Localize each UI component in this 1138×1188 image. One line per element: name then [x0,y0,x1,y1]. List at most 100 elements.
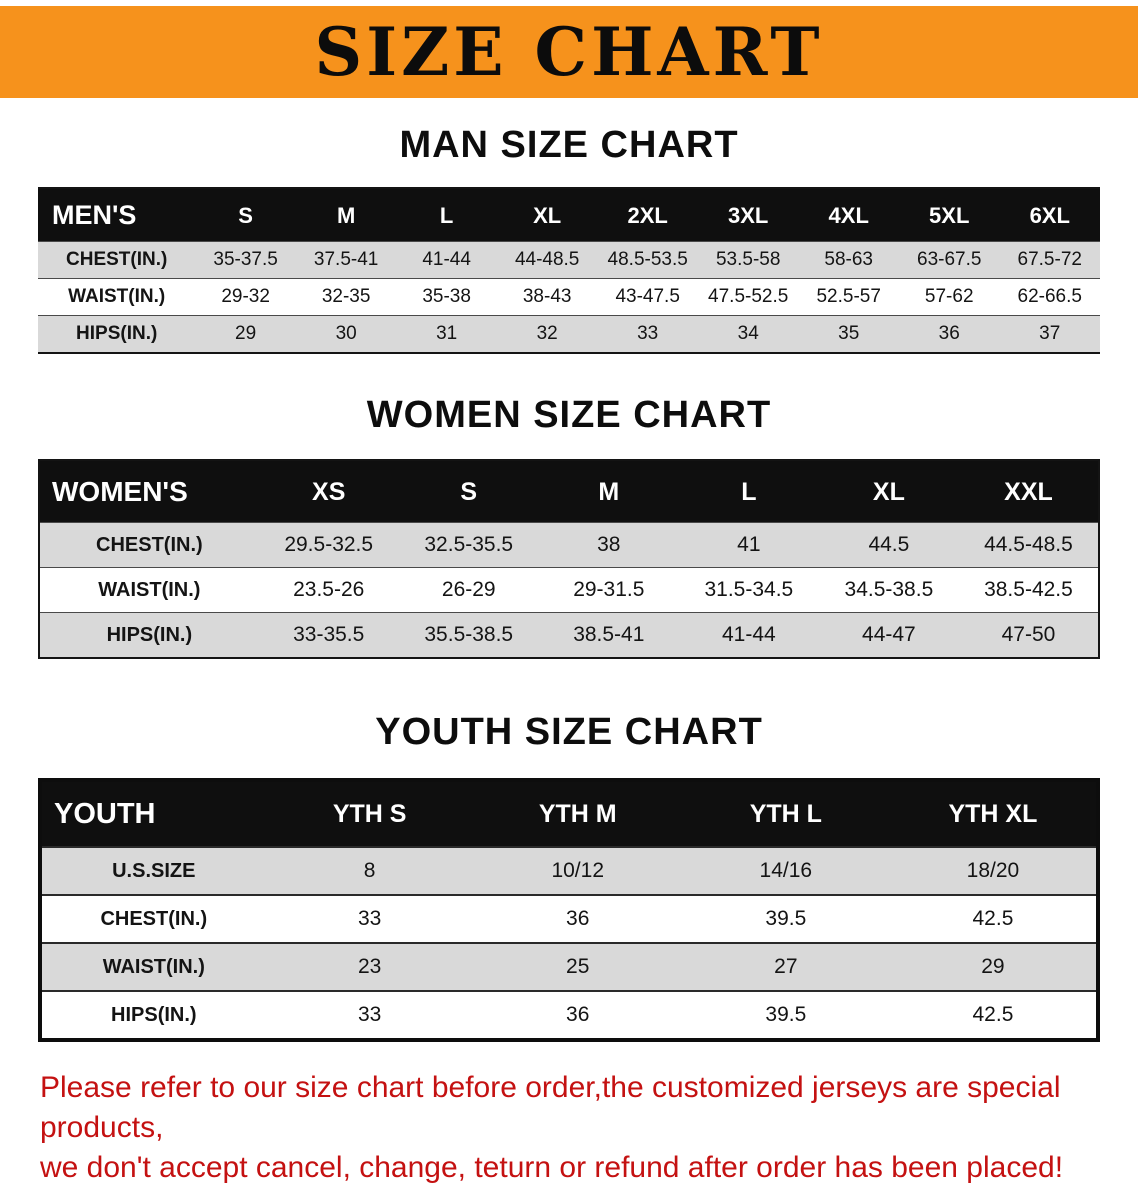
table-cell: 39.5 [681,990,890,1040]
womens-size-table-wrap: WOMEN'S XS S M L XL XXL CHEST(IN.) 29.5-32.5 32.5… [38,459,1100,659]
table-cell: 35-37.5 [195,241,296,279]
table-cell: 38.5-42.5 [958,567,1099,613]
table-cell: 38.5-41 [538,612,679,658]
table-cell: 25 [473,942,682,991]
table-cell: 36 [898,315,1000,353]
table-cell: 33 [265,894,474,943]
table-cell: 58-63 [798,241,899,279]
order-policy-notice: Please refer to our size chart before or… [40,1068,1120,1188]
table-cell: 18/20 [889,846,1098,895]
youth-size-table: YOUTH YTH S YTH M YTH L YTH XL U.S.SIZE 8 10/12… [38,778,1100,1042]
size-chart-banner: SIZE CHART [0,6,1138,98]
column-header: 5XL [898,188,1000,242]
column-header: L [678,460,819,523]
table-row: HIPS(IN.) 33 36 39.5 42.5 [40,990,1098,1040]
table-cell: 41 [678,522,819,568]
row-label: HIPS(IN.) [40,990,266,1040]
row-label: HIPS(IN.) [38,315,196,353]
table-cell: 44-47 [818,612,959,658]
row-label: HIPS(IN.) [39,612,259,658]
table-header-row: WOMEN'S XS S M L XL XXL [39,460,1099,523]
table-cell: 33 [597,315,698,353]
column-header: XXL [958,460,1099,523]
column-header: YTH L [681,780,890,847]
column-header: YTH XL [889,780,1098,847]
table-corner-label: WOMEN'S [39,460,259,523]
table-corner-label: YOUTH [40,780,266,847]
table-cell: 29-32 [195,278,296,316]
row-label: CHEST(IN.) [38,241,196,279]
table-cell: 44.5-48.5 [958,522,1099,568]
table-cell: 42.5 [889,990,1098,1040]
table-corner-label: MEN'S [38,188,196,242]
column-header: XS [258,460,399,523]
table-cell: 34.5-38.5 [818,567,959,613]
table-cell: 34 [697,315,799,353]
row-label: U.S.SIZE [40,846,266,895]
table-cell: 62-66.5 [999,278,1100,316]
table-cell: 31.5-34.5 [678,567,819,613]
table-cell: 42.5 [889,894,1098,943]
table-cell: 35 [798,315,899,353]
table-cell: 35-38 [396,278,497,316]
table-cell: 29 [195,315,296,353]
table-cell: 36 [473,894,682,943]
table-cell: 37 [999,315,1100,353]
order-policy-line-1: Please refer to our size chart before or… [40,1071,1061,1144]
table-row: WAIST(IN.) 23 25 27 29 [40,942,1098,991]
table-header-row: YOUTH YTH S YTH M YTH L YTH XL [40,780,1098,847]
table-cell: 37.5-41 [295,241,397,279]
page-title: SIZE CHART [314,13,824,91]
column-header: M [295,188,397,242]
table-cell: 41-44 [678,612,819,658]
man-size-chart-title: MAN SIZE CHART [399,124,739,166]
table-cell: 52.5-57 [798,278,899,316]
table-row: HIPS(IN.) 33-35.5 35.5-38.5 38.5-41 41-44 44-… [39,612,1099,658]
table-cell: 53.5-58 [697,241,799,279]
order-policy-line-2: we don't accept cancel, change, teturn o… [40,1150,1064,1184]
table-cell: 29.5-32.5 [258,522,399,568]
column-header: XL [496,188,598,242]
table-cell: 32 [496,315,598,353]
table-cell: 67.5-72 [999,241,1100,279]
row-label: CHEST(IN.) [39,522,259,568]
column-header: L [396,188,497,242]
table-cell: 48.5-53.5 [597,241,698,279]
table-cell: 38 [538,522,679,568]
table-cell: 27 [681,942,890,991]
table-cell: 41-44 [396,241,497,279]
table-cell: 39.5 [681,894,890,943]
column-header: S [195,188,296,242]
row-label: CHEST(IN.) [40,894,266,943]
column-header: YTH M [473,780,682,847]
table-cell: 38-43 [496,278,598,316]
mens-size-table-wrap: MEN'S S M L XL 2XL 3XL 4XL 5XL 6XL CHEST(IN.) 35-37… [38,187,1100,354]
mens-size-table: MEN'S S M L XL 2XL 3XL 4XL 5XL 6XL CHEST(IN.) 35-37… [38,187,1100,354]
table-cell: 32.5-35.5 [398,522,539,568]
table-cell: 44-48.5 [496,241,598,279]
table-cell: 29 [889,942,1098,991]
table-cell: 43-47.5 [597,278,698,316]
table-cell: 29-31.5 [538,567,679,613]
table-cell: 57-62 [898,278,1000,316]
row-label: WAIST(IN.) [40,942,266,991]
column-header: YTH S [265,780,474,847]
table-cell: 47.5-52.5 [697,278,799,316]
table-cell: 33 [265,990,474,1040]
column-header: XL [818,460,959,523]
table-cell: 30 [295,315,397,353]
column-header: 4XL [798,188,899,242]
column-header: 3XL [697,188,799,242]
table-cell: 8 [265,846,474,895]
youth-size-chart-title: YOUTH SIZE CHART [375,711,763,753]
table-row: CHEST(IN.) 35-37.5 37.5-41 41-44 44-48.5 48.5… [38,241,1100,279]
table-cell: 33-35.5 [258,612,399,658]
column-header: 6XL [999,188,1100,242]
column-header: 2XL [597,188,698,242]
table-cell: 47-50 [958,612,1099,658]
table-cell: 35.5-38.5 [398,612,539,658]
table-cell: 23 [265,942,474,991]
table-cell: 44.5 [818,522,959,568]
table-cell: 32-35 [295,278,397,316]
table-row: CHEST(IN.) 33 36 39.5 42.5 [40,894,1098,943]
